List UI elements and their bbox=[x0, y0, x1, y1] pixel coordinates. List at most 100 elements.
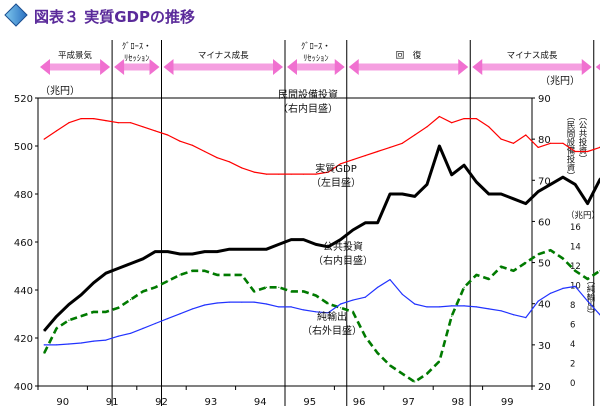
data-point bbox=[340, 303, 342, 305]
data-point bbox=[105, 120, 107, 122]
data-point bbox=[130, 299, 132, 301]
data-point bbox=[105, 272, 107, 274]
phase-arrow-right-head bbox=[581, 59, 592, 75]
data-point bbox=[241, 167, 243, 169]
data-point bbox=[574, 183, 576, 185]
data-point bbox=[154, 286, 156, 288]
data-point bbox=[426, 373, 428, 375]
data-point bbox=[587, 300, 589, 302]
data-point bbox=[191, 253, 193, 255]
data-point bbox=[488, 126, 490, 128]
right-inner-tick-label: 0 bbox=[570, 379, 575, 389]
data-point bbox=[167, 280, 169, 282]
phase-arrow-left-head bbox=[163, 59, 174, 75]
phase-label: ｸﾞﾛｰｽ・ bbox=[301, 42, 331, 52]
annotation-label: 実質GDP bbox=[315, 162, 356, 175]
data-point bbox=[340, 163, 342, 165]
data-point bbox=[142, 327, 144, 329]
data-point bbox=[377, 286, 379, 288]
data-point bbox=[290, 306, 292, 308]
x-tick-label: 95 bbox=[303, 397, 316, 408]
data-point bbox=[488, 278, 490, 280]
data-point bbox=[549, 142, 552, 144]
right-outer-tick-label: 80 bbox=[538, 135, 551, 146]
data-point bbox=[340, 307, 342, 309]
data-point bbox=[562, 287, 564, 289]
data-point bbox=[68, 319, 70, 321]
series-line-3 bbox=[44, 279, 600, 346]
right-outer-tick-label: 20 bbox=[538, 382, 551, 393]
phase-arrow-left-head bbox=[472, 59, 483, 75]
data-point bbox=[228, 161, 230, 163]
data-point bbox=[278, 286, 280, 288]
x-tick-label: 97 bbox=[402, 397, 415, 408]
data-point bbox=[55, 344, 58, 346]
annotation-label: 民間設備投資 bbox=[278, 88, 338, 101]
annotation-sublabel: （右外目盛） bbox=[302, 324, 362, 337]
phase-label: ｸﾞﾛｰｽ・ bbox=[122, 42, 152, 52]
data-point bbox=[191, 308, 193, 310]
right-outer-tick-label: 60 bbox=[538, 217, 551, 228]
data-point bbox=[463, 286, 465, 288]
data-point bbox=[364, 336, 366, 338]
data-point bbox=[93, 282, 95, 284]
data-point bbox=[241, 248, 243, 250]
data-point bbox=[352, 229, 354, 231]
data-point bbox=[401, 142, 403, 144]
data-point bbox=[500, 266, 502, 268]
data-point bbox=[377, 222, 379, 224]
x-tick-label: 94 bbox=[254, 397, 267, 408]
data-point bbox=[302, 309, 305, 311]
right-inner-tick-label: 12 bbox=[570, 262, 581, 272]
data-point bbox=[278, 173, 280, 175]
data-point bbox=[216, 251, 218, 253]
left-tick-label: 460 bbox=[14, 238, 33, 249]
phase-arrow-left-head bbox=[348, 59, 359, 75]
data-point bbox=[179, 253, 181, 255]
data-point bbox=[426, 183, 428, 185]
x-tick-label: 92 bbox=[155, 397, 168, 408]
phase-arrow-shaft bbox=[480, 63, 584, 71]
data-point bbox=[475, 181, 477, 183]
data-point bbox=[574, 285, 576, 287]
data-point bbox=[364, 222, 366, 224]
data-point bbox=[488, 193, 490, 195]
data-point bbox=[80, 294, 82, 296]
x-tick-label: 98 bbox=[452, 397, 465, 408]
data-point bbox=[438, 115, 440, 118]
right-inner-tick-label: 2 bbox=[570, 360, 575, 370]
data-point bbox=[290, 239, 292, 241]
right-outer-tick-label: 40 bbox=[538, 300, 551, 311]
chart-title: 図表３ 実質GDPの推移 bbox=[34, 8, 195, 26]
data-point bbox=[216, 157, 218, 159]
right-inner-tick-label: 6 bbox=[570, 321, 575, 331]
phase-label: マイナス成長 bbox=[507, 50, 558, 61]
phase-label: 平成景気 bbox=[58, 50, 93, 61]
data-point bbox=[327, 171, 329, 173]
data-point bbox=[68, 303, 70, 305]
data-point bbox=[389, 146, 391, 148]
annotation-label: 公共投資 bbox=[323, 240, 363, 253]
data-point bbox=[228, 274, 230, 276]
phase-label: マイナス成長 bbox=[198, 50, 249, 61]
data-point bbox=[302, 173, 305, 175]
data-point bbox=[438, 360, 440, 362]
data-point bbox=[352, 299, 354, 301]
data-point bbox=[549, 249, 552, 251]
data-point bbox=[512, 270, 515, 272]
data-point bbox=[389, 279, 391, 281]
data-point bbox=[179, 274, 181, 276]
data-point bbox=[401, 293, 403, 295]
data-point bbox=[525, 203, 527, 205]
series-lines bbox=[43, 115, 600, 384]
data-point bbox=[352, 159, 354, 161]
data-point bbox=[154, 251, 156, 253]
left-tick-label: 440 bbox=[14, 286, 33, 297]
data-point bbox=[549, 183, 552, 185]
right-outer-axis-label: （民間設備投資） bbox=[565, 112, 575, 180]
data-point bbox=[80, 118, 82, 120]
phase-arrow-left-head bbox=[287, 59, 297, 75]
data-point bbox=[117, 335, 119, 337]
phase-arrow-shaft bbox=[356, 63, 461, 71]
